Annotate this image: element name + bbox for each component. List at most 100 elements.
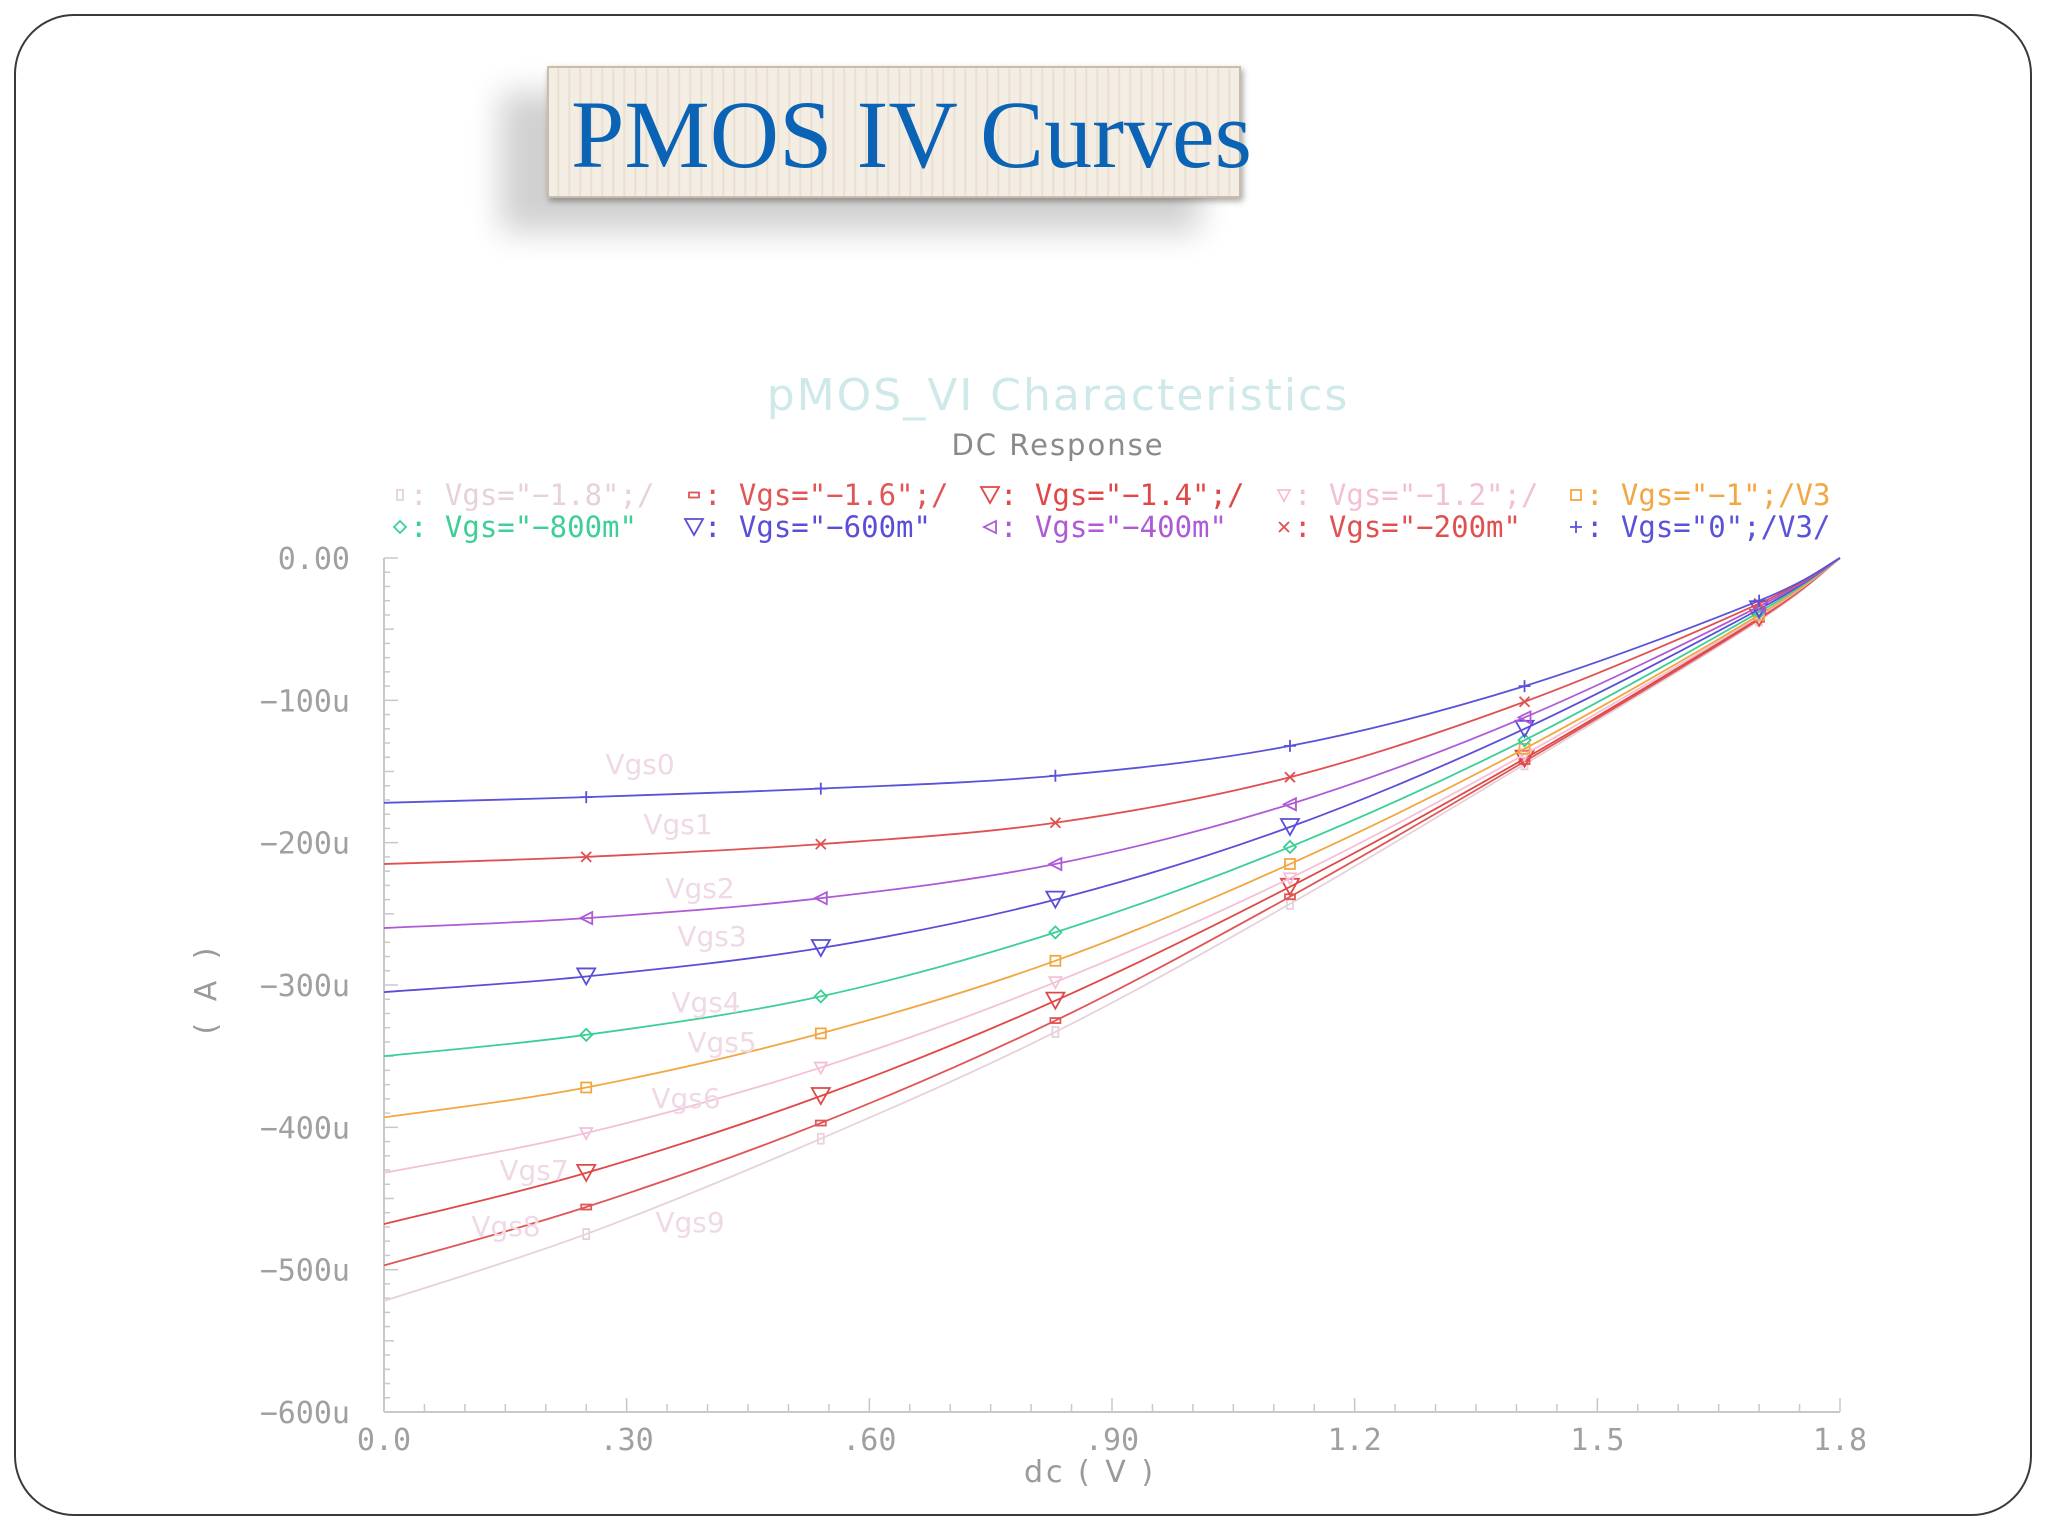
series-marker [1518,680,1531,693]
legend-item: : Vgs="−400m" [981,510,1227,544]
legend-item: : Vgs="−800m" [392,510,637,544]
series-vgs5: Vgs5 [383,557,1841,1119]
legend-item: : Vgs="−1.2";/ [1276,478,1538,512]
series-marker [575,1163,597,1183]
y-tick-label: −400u [260,1111,350,1146]
series-marker [1518,742,1531,755]
series-marker [1044,890,1066,910]
legend-item: : Vgs="−600m" [683,510,931,544]
series-marker [812,890,828,906]
legend-label: : Vgs="0";/V3/ [1586,510,1830,544]
x-tick-label: 1.2 [1328,1423,1382,1458]
series-marker [1048,925,1063,940]
curve-label: Vgs0 [605,748,674,781]
legend-marker [688,491,700,499]
series-vgs2: Vgs2 [383,557,1841,929]
series-marker [1283,739,1296,752]
y-tick-label: 0.00 [278,542,350,577]
series-marker [580,851,592,863]
legend-marker [1570,489,1582,501]
curve-label: Vgs4 [671,986,740,1019]
series-marker [813,989,829,1004]
series-marker [1518,696,1531,708]
series-vgs8: Vgs8 [383,557,1841,1267]
curve-label: Vgs8 [471,1210,540,1243]
series-marker [575,967,597,987]
legend-marker [1278,521,1290,533]
series-marker [1517,732,1532,748]
series-marker [815,838,827,850]
y-tick-label: −100u [260,684,350,719]
series-marker [1281,796,1297,812]
legend-item: : Vgs="−1";/V3 [1570,478,1830,512]
series-line [383,557,1841,929]
chart-title: pMOS_VI Characteristics [767,370,1350,421]
series-vgs7: Vgs7 [383,557,1841,1225]
series-marker [1284,858,1296,870]
series-vgs4: Vgs4 [383,557,1841,1058]
series-marker [813,1061,829,1076]
series-line [383,557,1841,865]
series-line [383,557,1841,1058]
legend-label: : Vgs="−1";/V3 [1586,478,1830,512]
series-layer: Vgs9 Vgs8 Vgs7 Vgs6 Vgs5 Vgs4 Vgs3 Vgs2 Vgs1 Vgs0 [383,557,1841,1302]
series-marker [1513,749,1536,769]
legend-label: : Vgs="−1.2";/ [1294,478,1538,512]
series-marker [1049,1017,1062,1024]
x-tick-label: 1.8 [1813,1423,1867,1458]
series-marker [1282,839,1298,855]
series-marker [816,1132,825,1145]
legend-marker [396,489,404,501]
y-tick-label: −300u [260,969,350,1004]
legend-label: : Vgs="−800m" [410,510,637,544]
x-tick-label: .30 [600,1423,654,1458]
x-tick-label: .90 [1085,1423,1139,1458]
legend-item: : Vgs="−1.4";/ [979,478,1244,512]
series-line [383,557,1841,994]
legend: : Vgs="−1.8";/ : Vgs="−1.6";/ : Vgs="−1.4"… [392,478,1830,544]
series-marker [580,791,593,804]
legend-label: : Vgs="−400m" [1000,510,1227,544]
series-marker [1282,872,1298,887]
y-tick-label: −200u [260,827,350,862]
series-vgs6: Vgs6 [383,557,1841,1174]
series-marker [814,782,827,795]
title-box: PMOS IV Curves [547,66,1252,198]
series-marker [1279,818,1301,837]
series-marker [1049,769,1062,782]
curve-label: Vgs5 [687,1026,756,1059]
legend-marker [1570,521,1582,533]
series-marker [1047,976,1063,991]
series-marker [580,1203,593,1211]
legend-label: : Vgs="−200m" [1294,510,1521,544]
series-line [383,557,1841,1225]
legend-label: : Vgs="−1.6";/ [704,478,948,512]
legend-marker [683,518,705,537]
slide-title: PMOS IV Curves [571,81,1252,188]
series-marker [814,1119,827,1127]
legend-item: : Vgs="0";/V3/ [1570,510,1830,544]
series-marker [1049,817,1062,829]
series-marker [1047,856,1063,872]
curve-label: Vgs3 [677,920,746,953]
series-vgs1: Vgs1 [383,557,1841,865]
series-line [383,557,1841,1119]
series-marker [580,1081,593,1094]
series-marker [1044,991,1066,1011]
series-line [383,557,1841,1174]
series-vgs3: Vgs3 [383,557,1841,994]
legend-label: : Vgs="−1.4";/ [1000,478,1244,512]
y-axis-label: ( A ) [189,941,224,1034]
series-marker [582,1228,591,1240]
curve-label: Vgs9 [655,1206,724,1239]
legend-label: : Vgs="−1.8";/ [410,478,654,512]
series-line [383,557,1841,1267]
curve-label: Vgs7 [499,1154,568,1187]
x-tick-label: .60 [842,1423,896,1458]
series-marker [1516,709,1532,725]
legend-marker [979,486,1001,505]
legend-marker [392,519,408,535]
legend-label: : Vgs="−600m" [704,510,931,544]
